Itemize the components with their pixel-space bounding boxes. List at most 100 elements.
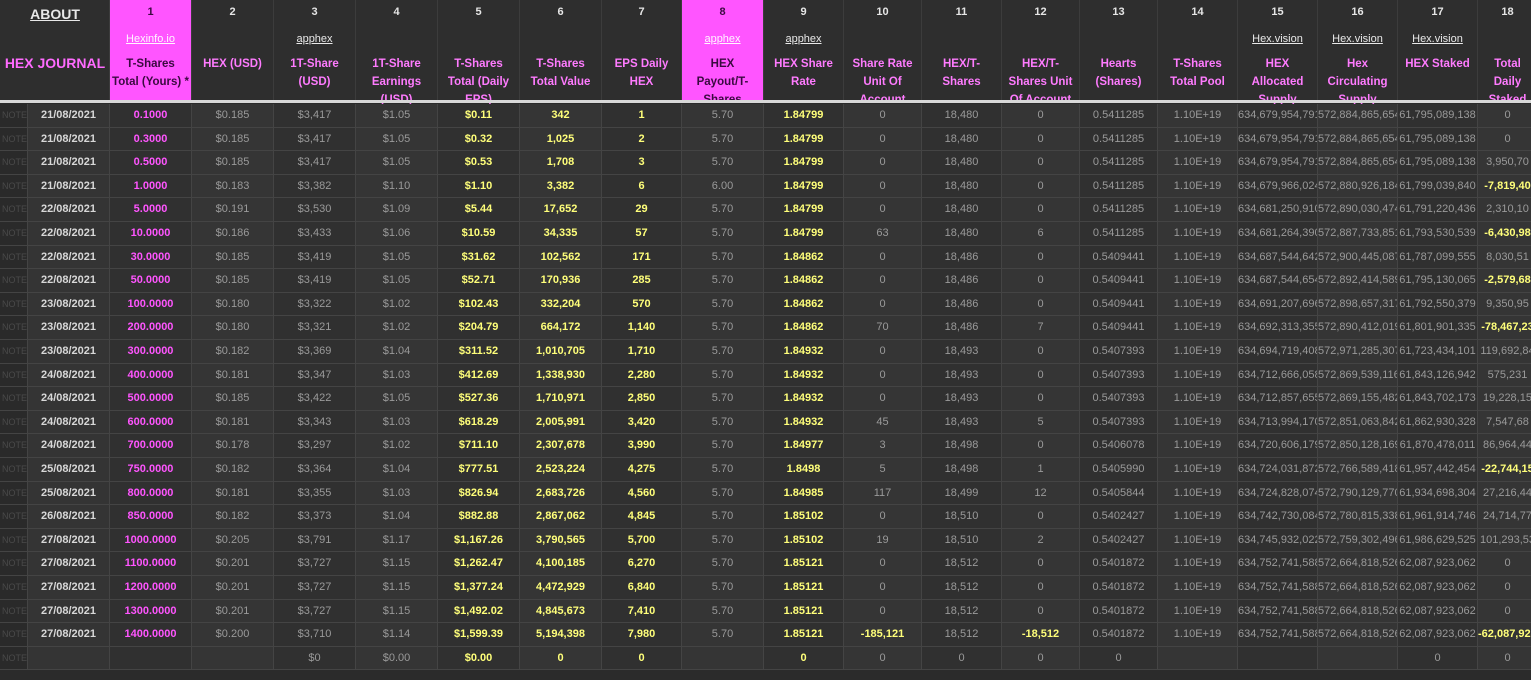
cell-col-7[interactable]: 4,275	[602, 458, 682, 482]
column-header-14[interactable]: 14 T-Shares Total Pool	[1158, 0, 1238, 100]
cell-col-17[interactable]: 61,791,220,436	[1398, 198, 1478, 222]
cell-col-4[interactable]: $1.04	[356, 340, 438, 364]
cell-col-5[interactable]: $204.79	[438, 316, 520, 340]
cell-col-9[interactable]: 1.84799	[764, 174, 844, 199]
cell-col-7[interactable]: 1,140	[602, 316, 682, 340]
cell-col-5[interactable]: $618.29	[438, 410, 520, 435]
cell-col-18[interactable]: 86,964,44	[1478, 434, 1531, 458]
cell-col-13[interactable]: 0.5402427	[1080, 528, 1158, 553]
cell-col-3[interactable]: $3,727	[274, 552, 356, 576]
cell-col-3[interactable]: $3,433	[274, 222, 356, 246]
cell-col-4[interactable]: $1.09	[356, 198, 438, 222]
cell-col-18[interactable]: 119,692,84	[1478, 340, 1531, 364]
cell-col-6[interactable]: 170,936	[520, 269, 602, 293]
cell-col-10[interactable]: 117	[844, 481, 922, 506]
cell-col-17[interactable]: 61,723,434,101	[1398, 340, 1478, 364]
cell-col-10[interactable]: 0	[844, 505, 922, 529]
cell-col-17[interactable]: 61,795,130,065	[1398, 269, 1478, 293]
cell-col-17[interactable]: 61,795,089,138	[1398, 151, 1478, 175]
cell-col-18[interactable]: 101,293,53	[1478, 528, 1531, 553]
cell-col-2[interactable]: $0.183	[192, 174, 274, 199]
cell-col-16[interactable]	[1318, 646, 1398, 671]
cell-col-7[interactable]: 6,840	[602, 576, 682, 600]
cell-col-14[interactable]: 1.10E+19	[1158, 104, 1238, 128]
cell-col-2[interactable]: $0.185	[192, 245, 274, 270]
cell-col-3[interactable]: $3,364	[274, 458, 356, 482]
cell-col-7[interactable]: 5,700	[602, 528, 682, 553]
date-cell[interactable]: 21/08/2021	[28, 151, 110, 175]
cell-col-6[interactable]: 2,683,726	[520, 481, 602, 506]
cell-col-15[interactable]: 634,679,954,791	[1238, 151, 1318, 175]
cell-col-3[interactable]: $3,297	[274, 434, 356, 458]
cell-col-14[interactable]: 1.10E+19	[1158, 623, 1238, 647]
cell-col-1[interactable]: 1000.0000	[110, 528, 192, 553]
cell-col-12[interactable]: 7	[1002, 316, 1080, 340]
cell-col-9[interactable]: 1.84932	[764, 340, 844, 364]
about-link[interactable]: ABOUT	[30, 6, 80, 22]
cell-col-4[interactable]: $1.03	[356, 363, 438, 388]
cell-col-8[interactable]: 5.70	[682, 552, 764, 576]
cell-col-15[interactable]: 634,742,730,084	[1238, 505, 1318, 529]
cell-col-6[interactable]: 34,335	[520, 222, 602, 246]
cell-col-16[interactable]: 572,900,445,087	[1318, 245, 1398, 270]
cell-col-4[interactable]: $1.05	[356, 269, 438, 293]
cell-col-15[interactable]: 634,724,031,872	[1238, 458, 1318, 482]
cell-col-17[interactable]: 62,087,923,062	[1398, 599, 1478, 624]
cell-col-12[interactable]: 12	[1002, 481, 1080, 506]
cell-col-14[interactable]: 1.10E+19	[1158, 174, 1238, 199]
cell-col-16[interactable]: 572,880,926,184	[1318, 174, 1398, 199]
cell-col-15[interactable]: 634,712,666,058	[1238, 363, 1318, 388]
column-header-17[interactable]: 17 Hex.vision HEX Staked	[1398, 0, 1478, 100]
cell-col-11[interactable]: 18,480	[922, 222, 1002, 246]
cell-col-5[interactable]: $1.10	[438, 174, 520, 199]
cell-col-4[interactable]: $1.05	[356, 245, 438, 270]
cell-col-17[interactable]: 61,799,039,840	[1398, 174, 1478, 199]
cell-col-1[interactable]: 0.3000	[110, 127, 192, 152]
date-cell[interactable]: 23/08/2021	[28, 316, 110, 340]
cell-col-11[interactable]: 18,480	[922, 198, 1002, 222]
cell-col-6[interactable]: 2,867,062	[520, 505, 602, 529]
cell-col-3[interactable]: $0	[274, 646, 356, 671]
date-cell[interactable]: 23/08/2021	[28, 340, 110, 364]
cell-col-8[interactable]: 5.70	[682, 387, 764, 411]
cell-col-2[interactable]: $0.185	[192, 269, 274, 293]
cell-col-14[interactable]: 1.10E+19	[1158, 340, 1238, 364]
cell-col-10[interactable]: 0	[844, 198, 922, 222]
cell-col-14[interactable]: 1.10E+19	[1158, 269, 1238, 293]
cell-col-13[interactable]: 0.5411285	[1080, 127, 1158, 152]
cell-col-1[interactable]: 1100.0000	[110, 552, 192, 576]
cell-col-9[interactable]: 1.85121	[764, 552, 844, 576]
cell-col-7[interactable]: 171	[602, 245, 682, 270]
cell-col-15[interactable]: 634,694,719,408	[1238, 340, 1318, 364]
date-cell[interactable]: 25/08/2021	[28, 481, 110, 506]
cell-col-13[interactable]: 0.5401872	[1080, 576, 1158, 600]
cell-col-4[interactable]: $1.02	[356, 434, 438, 458]
cell-col-16[interactable]: 572,884,865,654	[1318, 104, 1398, 128]
cell-col-16[interactable]: 572,790,129,770	[1318, 481, 1398, 506]
cell-col-8[interactable]: 5.70	[682, 198, 764, 222]
cell-col-6[interactable]: 3,790,565	[520, 528, 602, 553]
cell-col-4[interactable]: $1.06	[356, 222, 438, 246]
cell-col-15[interactable]: 634,752,741,588	[1238, 623, 1318, 647]
cell-col-4[interactable]: $1.10	[356, 174, 438, 199]
cell-col-5[interactable]: $0.11	[438, 104, 520, 128]
cell-col-7[interactable]: 3	[602, 151, 682, 175]
cell-col-11[interactable]: 0	[922, 646, 1002, 671]
cell-col-15[interactable]: 634,752,741,588	[1238, 552, 1318, 576]
cell-col-17[interactable]: 61,787,099,555	[1398, 245, 1478, 270]
cell-col-7[interactable]: 3,420	[602, 410, 682, 435]
cell-col-14[interactable]: 1.10E+19	[1158, 505, 1238, 529]
cell-col-14[interactable]: 1.10E+19	[1158, 387, 1238, 411]
cell-col-10[interactable]: 0	[844, 127, 922, 152]
cell-col-3[interactable]: $3,321	[274, 316, 356, 340]
date-cell[interactable]: 22/08/2021	[28, 222, 110, 246]
cell-col-11[interactable]: 18,486	[922, 292, 1002, 317]
cell-col-8[interactable]: 5.70	[682, 505, 764, 529]
cell-col-5[interactable]: $5.44	[438, 198, 520, 222]
cell-col-10[interactable]: 63	[844, 222, 922, 246]
cell-col-15[interactable]: 634,752,741,588	[1238, 599, 1318, 624]
cell-col-7[interactable]: 7,980	[602, 623, 682, 647]
cell-col-14[interactable]: 1.10E+19	[1158, 292, 1238, 317]
cell-col-2[interactable]: $0.182	[192, 340, 274, 364]
cell-col-8[interactable]: 5.70	[682, 222, 764, 246]
